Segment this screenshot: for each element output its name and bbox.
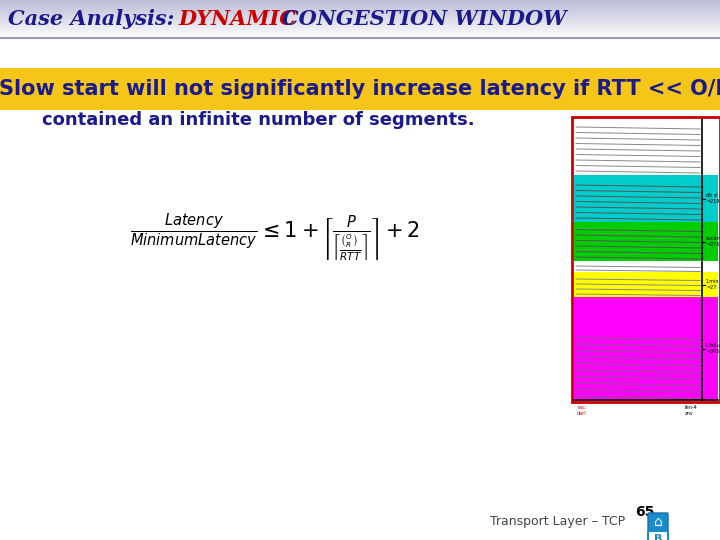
Bar (0, 11, 720, 12)
Text: db sl se
=219: db sl se =219 (706, 193, 720, 204)
Text: avcenbu
=275: avcenbu =275 (706, 236, 720, 247)
Text: B: B (654, 534, 662, 540)
Bar (0, 21, 720, 22)
Bar (0, 9, 720, 10)
Bar (0, 6, 720, 7)
Bar (0, 15, 720, 16)
Bar (0, 1, 720, 2)
Bar (0, 30, 720, 31)
Bar (0, 2, 720, 3)
Bar (574, 222, 718, 261)
Bar (574, 175, 718, 222)
Bar (0, 19, 720, 20)
Bar (0, 22, 720, 23)
Text: rac:
darl: rac: darl (577, 405, 587, 416)
Bar (0, 16, 720, 17)
Text: *Slow start will not significantly increase latency if RTT << O/R: *Slow start will not significantly incre… (0, 79, 720, 99)
Bar (0, 23, 720, 24)
Bar (574, 297, 718, 400)
Bar (0, 32, 720, 33)
Bar (0, 5, 720, 6)
Bar (0, 8, 720, 9)
Text: Let: Let (42, 89, 81, 107)
Text: contained an infinite number of segments.: contained an infinite number of segments… (42, 111, 474, 129)
Bar (0, 27, 720, 28)
Text: •: • (22, 89, 32, 107)
Text: LibBu n
=395: LibBu n =395 (706, 343, 720, 354)
Bar (0, 3, 720, 4)
Bar (0, 35, 720, 36)
Bar (0, 29, 720, 30)
Text: 65: 65 (635, 505, 654, 519)
Bar (0, 33, 720, 34)
Text: Q: Q (68, 89, 84, 107)
Bar (0, 31, 720, 32)
Text: Transport Layer – TCP: Transport Layer – TCP (490, 516, 625, 529)
FancyBboxPatch shape (648, 513, 668, 531)
Bar (0, 10, 720, 11)
Bar (0, 25, 720, 26)
Bar (0, 34, 720, 35)
Bar (574, 261, 718, 272)
Bar (0, 7, 720, 8)
Bar (574, 119, 718, 175)
Bar (0, 28, 720, 29)
Bar (0, 20, 720, 21)
Bar (0, 17, 720, 18)
Bar (0, 26, 720, 27)
Text: be the number of times the server would stall if the object: be the number of times the server would … (81, 89, 682, 107)
Bar (0, 0, 720, 1)
Bar (0, 4, 720, 5)
Text: $\frac{\mathit{Latency}}{\mathit{MinimumLatency}} \leq 1 + \left\lceil \frac{P}{: $\frac{\mathit{Latency}}{\mathit{Minimum… (130, 212, 420, 264)
Bar (0, 13, 720, 14)
Bar (574, 272, 718, 297)
Text: CONGESTION WINDOW: CONGESTION WINDOW (282, 9, 567, 29)
Bar (0, 14, 720, 15)
FancyBboxPatch shape (648, 531, 668, 540)
Bar (572, 117, 720, 402)
Bar (0, 36, 720, 37)
Text: Case Analysis:: Case Analysis: (8, 9, 174, 29)
Text: ⌂: ⌂ (654, 515, 662, 529)
Text: DYNAMIC: DYNAMIC (178, 9, 296, 29)
Bar (0, 12, 720, 13)
Bar (0, 24, 720, 25)
Bar (0, 68, 720, 110)
Text: 1min u
=27: 1min u =27 (706, 279, 720, 290)
Bar (0, 37, 720, 38)
Bar (0, 18, 720, 19)
Text: fen-4
znv: fen-4 znv (685, 405, 698, 416)
